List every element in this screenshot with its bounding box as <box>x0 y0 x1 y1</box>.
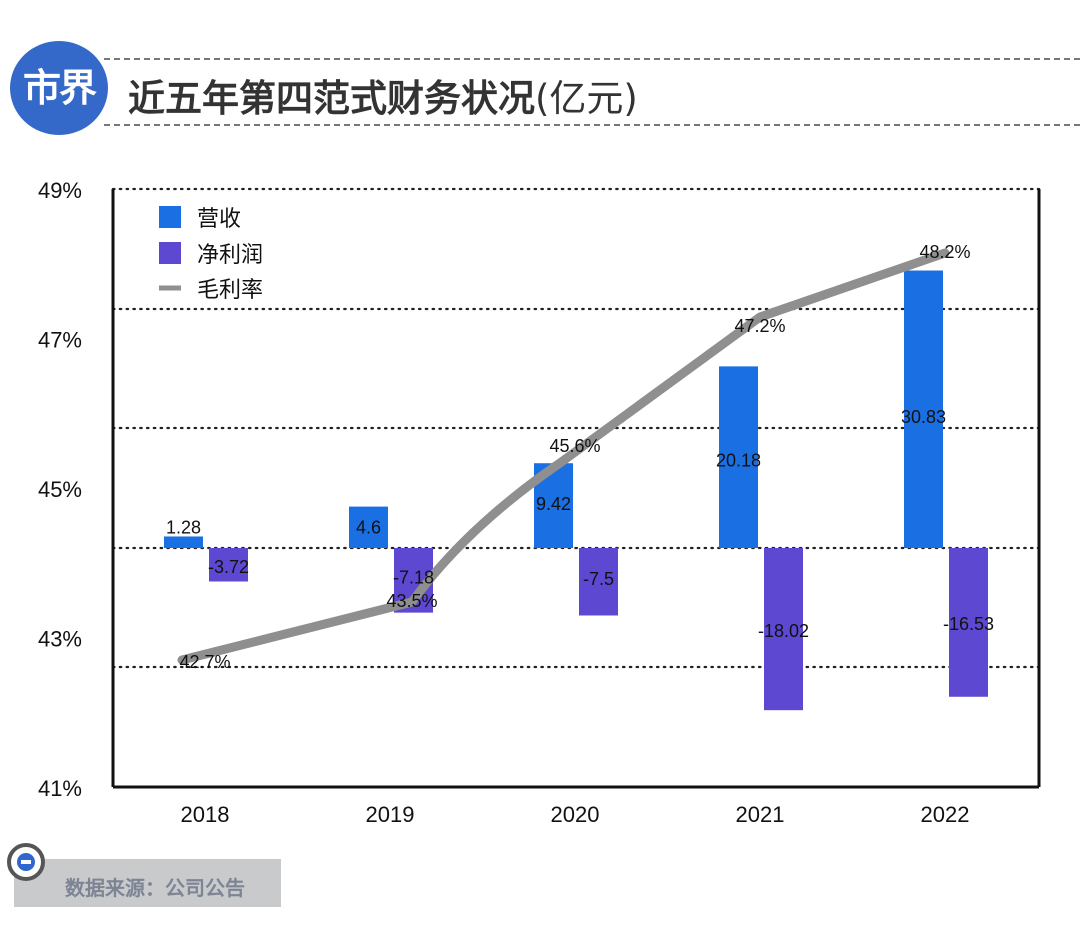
y-tick-label: 41% <box>38 776 82 801</box>
y-tick-label: 49% <box>38 178 82 203</box>
revenue-bar <box>719 366 758 548</box>
y-tick-label: 47% <box>38 328 82 353</box>
header-divider-bottom <box>104 124 1080 126</box>
x-tick-label: 2022 <box>921 802 970 827</box>
gross-margin-label: 45.6% <box>549 436 600 456</box>
revenue-label: 20.18 <box>716 450 761 470</box>
x-tick-label: 2018 <box>181 802 230 827</box>
gridlines <box>111 187 1041 669</box>
axes <box>111 189 1041 789</box>
net-profit-label: -3.72 <box>208 557 249 577</box>
revenue-label: 1.28 <box>166 517 201 537</box>
x-tick-label: 2019 <box>366 802 415 827</box>
bars <box>164 270 988 711</box>
net-profit-label: -7.18 <box>393 568 434 588</box>
net-profit-label: -16.53 <box>943 614 994 634</box>
gross-margin-label: 43.5% <box>386 591 437 611</box>
revenue-bar <box>164 536 203 548</box>
header-divider-top <box>104 58 1080 60</box>
source-text: 数据来源：公司公告 <box>65 876 245 900</box>
y-axis-ticks: 49% 47% 45% 43% 41% <box>38 178 82 801</box>
gross-margin-label: 48.2% <box>919 242 970 262</box>
y-tick-label: 45% <box>38 477 82 502</box>
net-profit-bar <box>209 548 248 582</box>
x-tick-label: 2020 <box>551 802 600 827</box>
legend-label-revenue: 营收 <box>197 207 241 232</box>
revenue-bar <box>904 270 943 548</box>
chart-title: 近五年第四范式财务状况(亿元) <box>128 68 638 122</box>
revenue-bar <box>349 506 388 548</box>
y-tick-label: 43% <box>38 627 82 652</box>
revenue-label: 9.42 <box>536 494 571 514</box>
revenue-label: 4.6 <box>356 518 381 538</box>
brand-logo: 市界 <box>10 41 108 135</box>
net-profit-bar <box>579 548 618 616</box>
legend-swatch-net-profit <box>159 242 181 264</box>
legend-label-net-profit: 净利润 <box>197 243 263 268</box>
x-tick-label: 2021 <box>736 802 785 827</box>
net-profit-bar <box>764 548 803 711</box>
gross-margin-label: 42.7% <box>179 652 230 672</box>
net-profit-bar <box>949 548 988 697</box>
gross-margin-path <box>177 248 950 665</box>
source-icon <box>7 843 45 881</box>
gross-margin-line <box>177 248 950 665</box>
gross-margin-label: 47.2% <box>734 316 785 336</box>
revenue-label: 30.83 <box>901 407 946 427</box>
x-axis-ticks: 2018 2019 2020 2021 2022 <box>181 802 970 827</box>
chart-header: 市界 近五年第四范式财务状况(亿元) <box>0 0 1080 150</box>
legend-label-gross-margin: 毛利率 <box>197 278 263 303</box>
net-profit-label: -7.5 <box>583 569 614 589</box>
net-profit-label: -18.02 <box>758 621 809 641</box>
chart-title-text: 近五年第四范式财务状况 <box>128 77 535 120</box>
source-box <box>14 859 281 907</box>
data-labels: 1.28 4.6 9.42 20.18 30.83 -3.72 -7.18 -7.5 -18.0… <box>166 242 994 672</box>
legend-swatch-revenue <box>159 206 181 228</box>
chart-title-unit: (亿元) <box>535 77 638 120</box>
